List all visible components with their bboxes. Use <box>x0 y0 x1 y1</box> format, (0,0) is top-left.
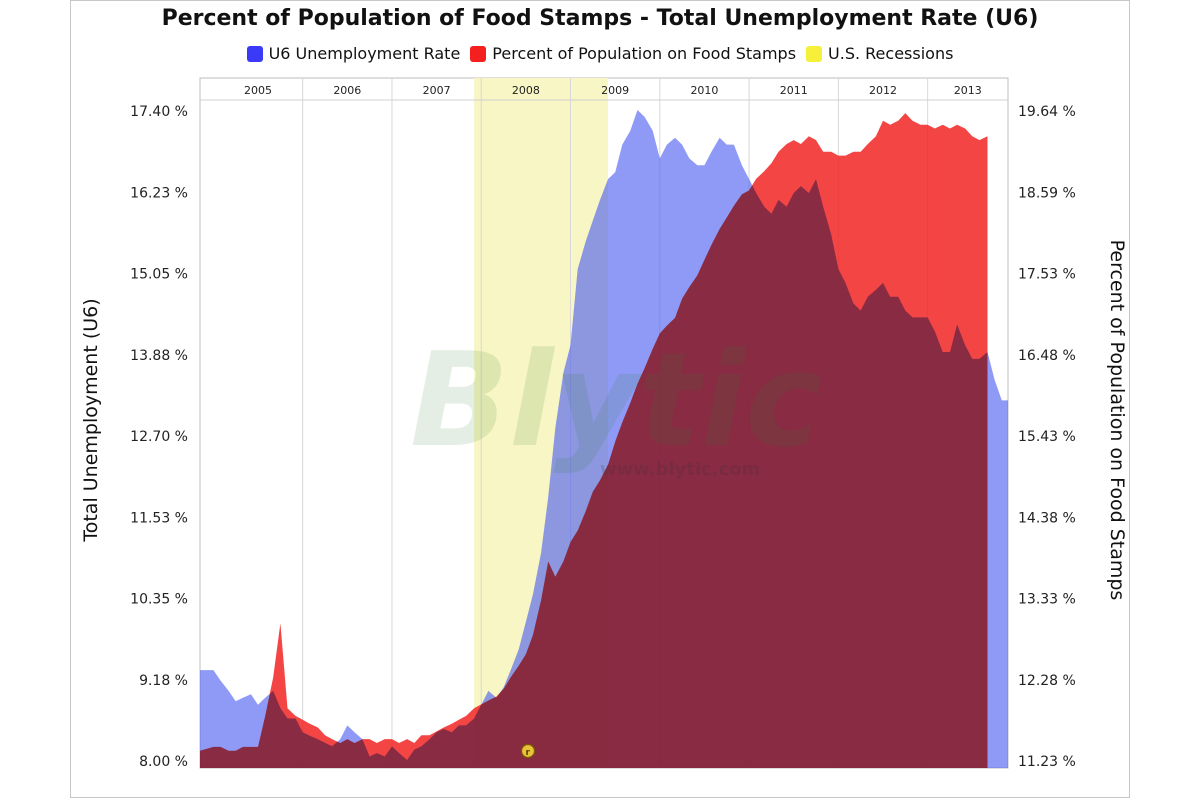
legend-swatch-recessions <box>806 45 823 62</box>
legend-swatch-food-stamps <box>470 45 487 62</box>
left-tick-label: 10.35 % <box>130 592 188 608</box>
year-label: 2012 <box>869 84 897 97</box>
year-label: 2007 <box>423 84 451 97</box>
year-label: 2009 <box>601 84 629 97</box>
left-tick-label: 16.23 % <box>130 185 188 201</box>
left-tick-label: 12.70 % <box>130 429 188 445</box>
legend-label-recessions: U.S. Recessions <box>828 44 954 63</box>
right-tick-label: 15.43 % <box>1018 429 1076 445</box>
right-tick-label: 19.64 % <box>1018 104 1076 120</box>
year-label: 2011 <box>780 84 808 97</box>
year-label: 2006 <box>333 84 361 97</box>
data-marker-glyph: r <box>526 748 531 758</box>
legend-item-food-stamps[interactable]: Percent of Population on Food Stamps <box>470 44 796 63</box>
data-marker-icon[interactable] <box>520 743 536 759</box>
watermark-url: www.blytic.com <box>600 459 760 480</box>
right-tick-label: 13.33 % <box>1018 592 1076 608</box>
legend-label-food-stamps: Percent of Population on Food Stamps <box>492 44 797 63</box>
left-tick-label: 13.88 % <box>130 348 188 364</box>
right-tick-label: 14.38 % <box>1018 510 1076 526</box>
legend-swatch-u6 <box>246 45 263 62</box>
area-food-stamps <box>200 113 988 768</box>
chart-legend: U6 Unemployment Rate Percent of Populati… <box>0 44 1200 63</box>
right-tick-label: 17.53 % <box>1018 267 1076 283</box>
year-label: 2008 <box>512 84 540 97</box>
year-label: 2013 <box>954 84 982 97</box>
right-tick-label: 12.28 % <box>1018 673 1076 689</box>
right-tick-label: 16.48 % <box>1018 348 1076 364</box>
left-tick-label: 11.53 % <box>130 510 188 526</box>
chart-title: Percent of Population of Food Stamps - T… <box>161 6 1039 31</box>
right-tick-label: 11.23 % <box>1018 754 1076 770</box>
watermark-logo: Blytic <box>410 324 822 476</box>
left-tick-label: 9.18 % <box>139 673 188 689</box>
legend-label-u6: U6 Unemployment Rate <box>268 44 461 63</box>
year-label: 2005 <box>244 84 272 97</box>
left-tick-label: 8.00 % <box>139 754 188 770</box>
right-axis-label: Percent of Population on Food Stamps <box>1106 240 1128 601</box>
legend-item-recessions[interactable]: U.S. Recessions <box>806 44 953 63</box>
left-axis-label: Total Unemployment (U6) <box>80 298 102 542</box>
left-tick-label: 15.05 % <box>130 267 188 283</box>
right-tick-label: 18.59 % <box>1018 185 1076 201</box>
year-label: 2010 <box>690 84 718 97</box>
legend-item-u6[interactable]: U6 Unemployment Rate <box>246 44 461 63</box>
left-tick-label: 17.40 % <box>130 104 188 120</box>
